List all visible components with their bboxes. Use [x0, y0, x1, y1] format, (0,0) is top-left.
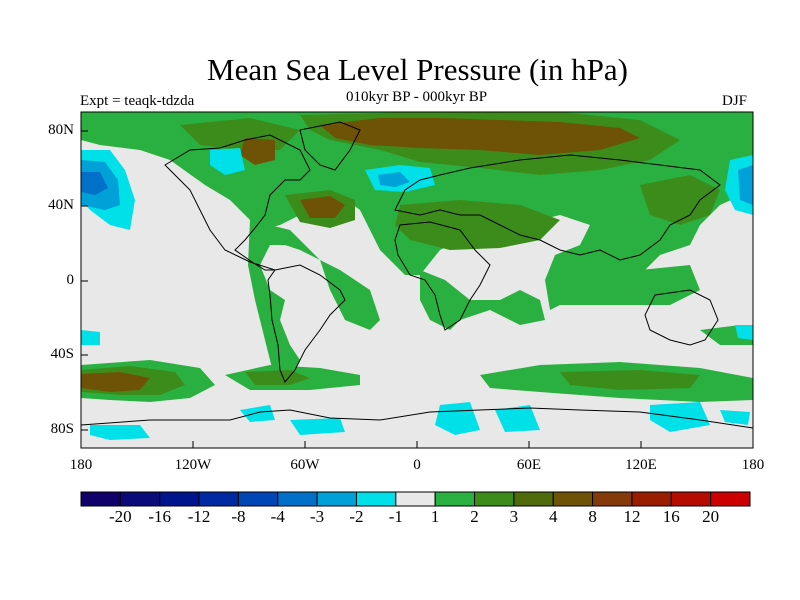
- field-brown-south-pacific: [81, 372, 150, 392]
- colorbar-label: -4: [270, 507, 285, 526]
- colorbar-swatch: [670, 491, 712, 507]
- field-green-indonesia: [550, 265, 700, 305]
- colorbar-swatch: [80, 491, 121, 507]
- field-olive-pacific: [640, 175, 720, 225]
- lon-label-180w: 180: [69, 457, 93, 473]
- colorbar-swatch: [237, 491, 279, 507]
- lon-label-60e: 60E: [516, 457, 542, 473]
- field-green-africa: [420, 270, 545, 330]
- field-cyan-antarctic-2: [290, 418, 345, 435]
- field-cyan-antarctic-1: [240, 405, 275, 422]
- colorbar-swatch: [395, 491, 436, 507]
- lon-label-60w: 60W: [290, 457, 320, 473]
- colorbar-swatch: [631, 491, 672, 507]
- colorbar-label: 2: [470, 507, 479, 526]
- coastline-africa: [394, 221, 491, 331]
- field-cyan-south-pacific-east: [735, 325, 753, 340]
- colorbar-swatch: [710, 491, 751, 507]
- colorbar-label: -20: [109, 507, 132, 526]
- colorbar-label: 16: [662, 507, 680, 526]
- map-title: Mean Sea Level Pressure (in hPa): [207, 52, 628, 87]
- colorbar-swatch: [355, 491, 397, 507]
- colorbar-swatch: [513, 491, 554, 507]
- colorbar-swatch: [474, 491, 515, 507]
- lon-label-120w: 120W: [174, 457, 212, 473]
- coastline-antarctica: [81, 407, 753, 429]
- lon-label-120e: 120E: [625, 457, 657, 473]
- colorbar: [80, 491, 751, 507]
- field-blue-north-pacific-east: [738, 165, 753, 205]
- colorbar-label: 12: [623, 507, 641, 526]
- colorbar-label: 20: [702, 507, 720, 526]
- colorbar-swatch: [198, 491, 239, 507]
- field-cyan-south-pacific-west: [81, 330, 100, 345]
- colorbar-label: -16: [148, 507, 172, 526]
- lat-label-40n: 40N: [48, 197, 74, 213]
- coastline-south-america: [267, 264, 346, 383]
- colorbar-label: 1: [430, 507, 440, 526]
- coastline-europe-asia: [394, 154, 721, 261]
- experiment-label: Expt = teaqk-tdzda: [80, 93, 195, 109]
- field-cyan-greenland: [210, 148, 245, 175]
- colorbar-swatch: [316, 491, 357, 507]
- coastlines: [81, 121, 753, 429]
- colorbar-label: -2: [349, 507, 364, 526]
- coastline-north-america: [164, 134, 311, 271]
- colorbar-label: -12: [187, 507, 211, 526]
- lat-label-0: 0: [66, 272, 75, 288]
- colorbar-swatch: [277, 491, 318, 507]
- map-field: [81, 112, 753, 448]
- lat-label-40s: 40S: [50, 346, 74, 362]
- coastline-greenland: [299, 121, 361, 171]
- lon-label-0: 0: [413, 457, 421, 473]
- map-subtitle: 010kyr BP - 000kyr BP: [345, 89, 488, 105]
- colorbar-swatch: [434, 491, 476, 507]
- field-cyan-antarctic-west: [90, 425, 150, 440]
- map-ticks: [80, 130, 754, 448]
- lat-label-80n: 80N: [48, 122, 74, 138]
- colorbar-label: 8: [588, 507, 597, 526]
- season-label: DJF: [722, 93, 748, 109]
- lat-label-80s: 80S: [50, 421, 74, 437]
- colorbar-label: -8: [231, 507, 246, 526]
- colorbar-label: -3: [310, 507, 325, 526]
- field-olive-south-atlantic: [245, 370, 310, 385]
- colorbar-label: 3: [509, 507, 519, 526]
- colorbar-label: -1: [388, 507, 403, 526]
- field-cyan-antarctic-6: [720, 410, 750, 425]
- lon-label-180e: 180: [741, 457, 765, 473]
- colorbar-label: 4: [548, 507, 558, 526]
- colorbar-swatch: [159, 491, 200, 507]
- field-brown-northeast-pacific: [240, 138, 275, 165]
- colorbar-swatch: [552, 491, 594, 507]
- colorbar-swatch: [592, 491, 633, 507]
- field-olive-asia: [395, 200, 560, 250]
- field-brown-arctic: [320, 118, 640, 155]
- field-brown-atlantic: [300, 196, 345, 218]
- field-green-atlantic: [248, 220, 380, 380]
- field-olive-south-indian: [560, 370, 700, 390]
- coastline-australia: [644, 289, 719, 346]
- field-blue-north-atlantic: [378, 172, 410, 187]
- field-darkblue-north-pacific-west: [81, 172, 108, 195]
- field-cyan-antarctic-4: [495, 405, 540, 432]
- colorbar-swatch: [119, 491, 161, 507]
